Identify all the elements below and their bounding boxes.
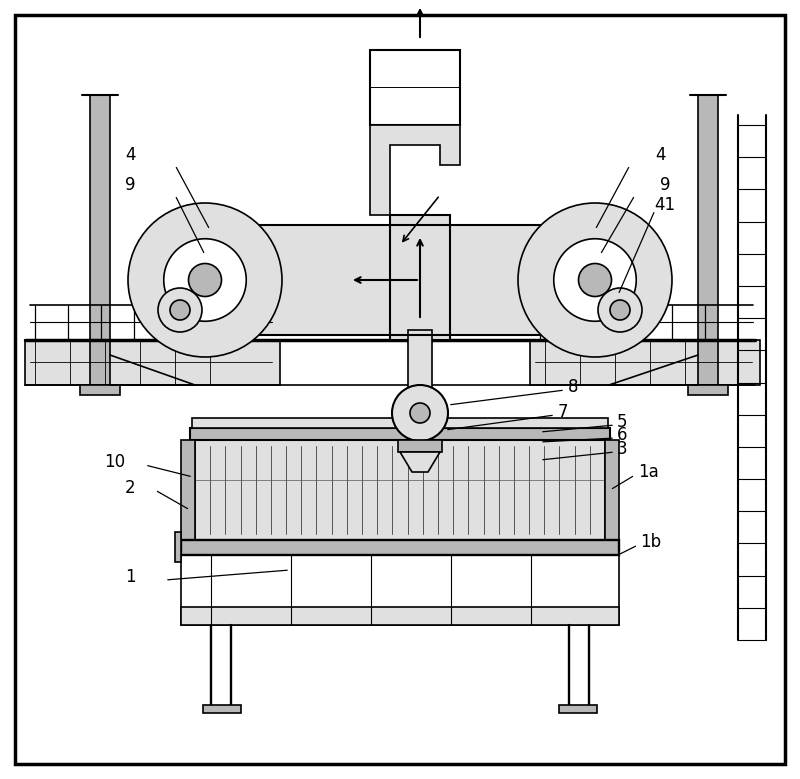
Circle shape: [610, 300, 630, 320]
Bar: [688, 385, 728, 395]
Circle shape: [598, 288, 642, 332]
Bar: [408, 330, 432, 395]
Circle shape: [578, 263, 611, 297]
Bar: [175, 532, 181, 562]
Bar: [559, 705, 597, 713]
Bar: [605, 440, 619, 540]
Text: 7: 7: [558, 403, 569, 421]
Circle shape: [189, 263, 222, 297]
Circle shape: [554, 238, 636, 321]
Text: 1b: 1b: [640, 533, 661, 551]
Circle shape: [170, 300, 190, 320]
Text: 10: 10: [105, 453, 126, 471]
Bar: [195, 440, 605, 540]
Circle shape: [518, 203, 672, 357]
Text: 2: 2: [125, 479, 135, 497]
Bar: [203, 705, 241, 713]
Text: 9: 9: [125, 176, 135, 194]
Bar: [90, 95, 110, 385]
Bar: [192, 418, 608, 428]
Text: 9: 9: [660, 176, 670, 194]
Circle shape: [158, 288, 202, 332]
Text: 1: 1: [125, 568, 135, 586]
Polygon shape: [400, 452, 440, 472]
Text: 4: 4: [654, 146, 666, 164]
Bar: [181, 555, 619, 625]
Bar: [398, 440, 442, 452]
Text: 41: 41: [654, 196, 675, 214]
Text: 8: 8: [568, 378, 578, 396]
Bar: [181, 540, 619, 555]
Bar: [190, 428, 610, 440]
Bar: [80, 385, 120, 395]
Circle shape: [410, 403, 430, 423]
Text: 5: 5: [617, 413, 627, 431]
Bar: [370, 50, 460, 125]
Bar: [390, 215, 450, 340]
Bar: [698, 95, 718, 385]
Text: 3: 3: [617, 440, 628, 458]
Circle shape: [164, 238, 246, 321]
Text: 6: 6: [617, 426, 627, 444]
Polygon shape: [370, 125, 460, 215]
Circle shape: [392, 385, 448, 441]
Bar: [25, 340, 280, 385]
Bar: [530, 340, 760, 385]
Circle shape: [128, 203, 282, 357]
Text: 4: 4: [125, 146, 135, 164]
Bar: [181, 440, 195, 540]
Text: 1a: 1a: [638, 463, 658, 481]
Bar: [205, 225, 595, 335]
Bar: [181, 607, 619, 625]
